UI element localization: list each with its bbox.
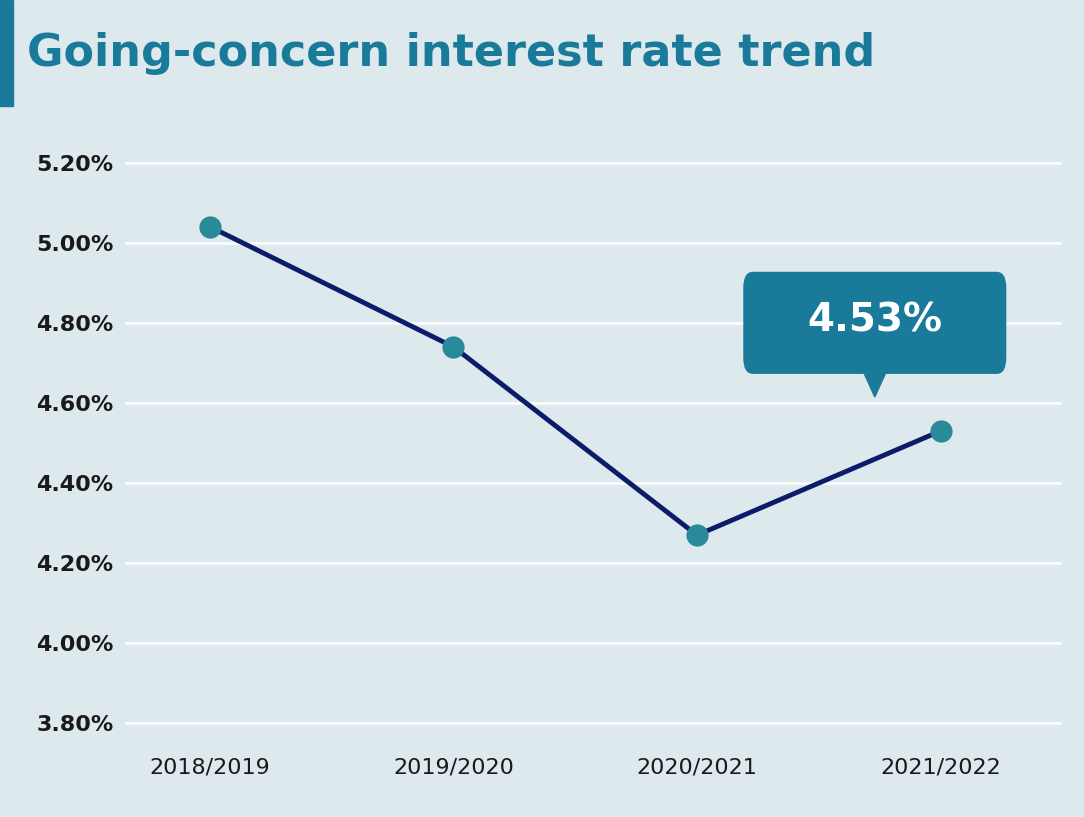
Polygon shape [855,354,894,397]
Bar [0,0,13,106]
Text: Going-concern interest rate trend: Going-concern interest rate trend [27,32,876,74]
FancyBboxPatch shape [744,272,1006,374]
Text: 4.53%: 4.53% [808,301,942,340]
